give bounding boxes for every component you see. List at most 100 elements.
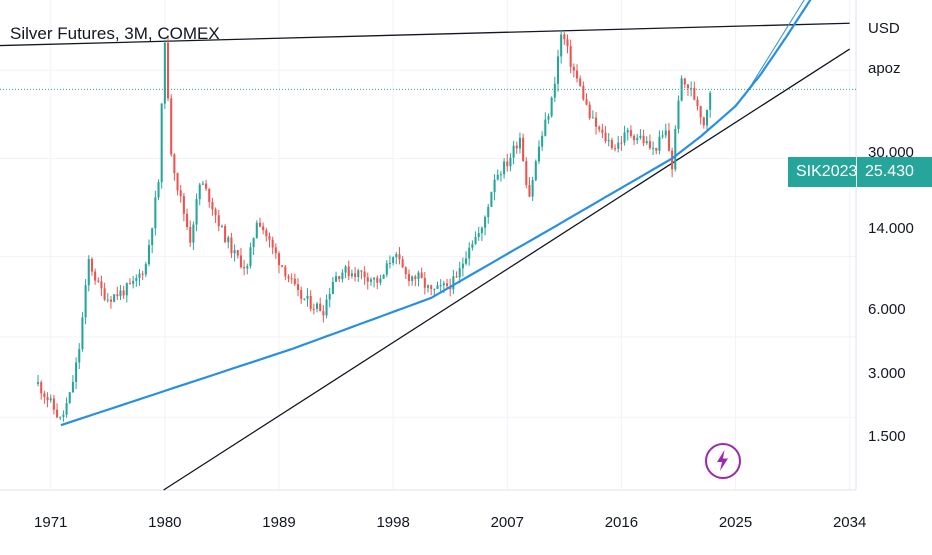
candle-body — [65, 403, 68, 415]
candle-body — [46, 397, 49, 401]
candle-body — [52, 398, 55, 410]
candle-body — [59, 416, 62, 418]
candle-body — [594, 117, 598, 127]
candle-body — [293, 278, 296, 285]
x-tick-label: 1980 — [148, 514, 181, 531]
y-tick-label: 1.500 — [868, 428, 906, 445]
candle-body — [385, 263, 388, 275]
candle-body — [423, 278, 426, 288]
candle-body — [322, 311, 325, 316]
candle-body — [258, 222, 262, 227]
candle-body — [433, 288, 436, 290]
candle-body — [103, 288, 106, 300]
candle-body — [347, 266, 350, 277]
candle-body — [157, 182, 160, 198]
candle-body — [300, 290, 303, 299]
lightning-bolt-icon[interactable] — [705, 443, 741, 479]
candle-body — [537, 146, 540, 162]
candle-body — [544, 119, 547, 136]
candle-body — [591, 117, 594, 119]
candle-body — [496, 174, 499, 180]
candle-body — [97, 280, 100, 282]
candle-body — [119, 290, 122, 297]
candle-body — [360, 270, 363, 272]
candle-body — [331, 281, 334, 294]
candle-body — [503, 161, 506, 175]
candle-body — [610, 140, 613, 149]
candle-body — [160, 103, 163, 183]
candle-body — [452, 276, 455, 290]
candle-body — [487, 206, 490, 218]
candle-body — [525, 161, 528, 185]
candle-body — [262, 226, 265, 231]
candle-body — [84, 285, 87, 318]
candle-body — [373, 277, 376, 280]
grid-layer — [0, 0, 857, 491]
candle-body — [350, 273, 353, 277]
candle-body — [271, 239, 274, 248]
candle-body — [201, 183, 204, 185]
candle-body — [312, 308, 315, 310]
candle-body — [94, 271, 97, 281]
candle-body — [265, 230, 268, 237]
candle-body — [690, 88, 693, 90]
candle-body — [655, 147, 658, 151]
candle-body — [211, 202, 214, 210]
candle-body — [465, 258, 468, 264]
candle-body — [296, 284, 300, 291]
candle-body — [176, 173, 179, 191]
candle-body — [572, 66, 575, 71]
candle-body — [442, 283, 445, 286]
candle-body — [208, 188, 211, 203]
candle-body — [671, 150, 674, 170]
candle-body — [680, 78, 683, 101]
candle-body — [195, 199, 198, 225]
candle-body — [439, 285, 442, 287]
candle-body — [636, 137, 639, 141]
candle-body — [493, 179, 496, 193]
projection-arrow — [743, 0, 805, 97]
candle-body — [224, 226, 227, 243]
candle-body — [316, 303, 319, 309]
currency-label: USD — [868, 20, 900, 37]
candle-body — [677, 100, 680, 129]
candle-body — [477, 233, 480, 237]
candle-body — [664, 130, 667, 136]
candle-body — [392, 257, 395, 263]
candle-body — [547, 116, 550, 120]
candle-body — [388, 262, 391, 264]
candle-body — [528, 184, 531, 197]
candle-body — [138, 273, 141, 279]
candle-body — [531, 180, 534, 197]
candle-body — [395, 254, 398, 258]
candle-body — [518, 137, 521, 149]
candle-body — [430, 285, 433, 289]
candle-body — [243, 267, 246, 269]
candle-body — [490, 192, 493, 207]
candle-body — [582, 85, 585, 100]
candle-body — [556, 56, 560, 84]
candle-body — [417, 272, 420, 280]
candle-body — [515, 145, 518, 149]
candle-body — [534, 161, 537, 181]
candle-body — [182, 196, 185, 214]
candle-body — [239, 255, 242, 268]
candle-body — [598, 126, 601, 130]
candle-body — [468, 247, 471, 259]
parabolic-curve — [60, 0, 812, 427]
candle-body — [344, 266, 347, 273]
candle-body — [132, 280, 135, 284]
symbol-badge[interactable]: SIK2023 — [788, 157, 857, 187]
candle-body — [709, 92, 712, 110]
candle-body — [135, 278, 138, 281]
candle-body — [341, 272, 344, 280]
candle-body — [43, 393, 46, 398]
candle-body — [550, 97, 553, 117]
trendline — [163, 48, 851, 491]
candle-body — [626, 130, 629, 133]
x-tick-label: 2016 — [605, 514, 638, 531]
x-axis: 1971 1980 1989 1998 2007 2016 2025 2034 — [34, 514, 866, 531]
candle-body — [674, 128, 677, 170]
